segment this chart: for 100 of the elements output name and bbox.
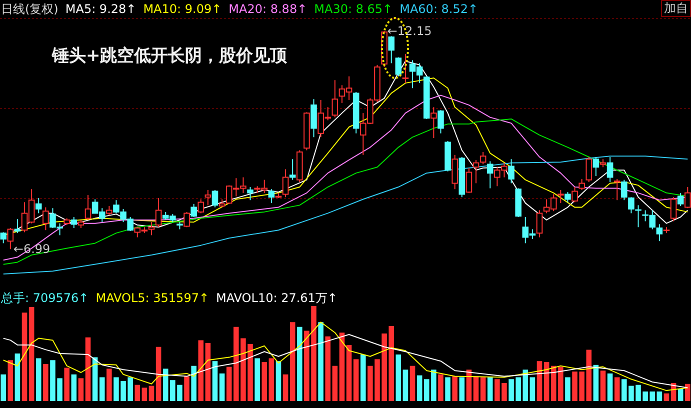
bar: [664, 393, 670, 401]
candlestick: [606, 156, 614, 182]
candlestick: [268, 188, 275, 204]
bar: [565, 377, 570, 401]
bar: [530, 377, 536, 401]
bar: [360, 354, 366, 401]
bar: [0, 374, 6, 401]
candlestick: [84, 194, 92, 220]
bar: [191, 366, 196, 401]
bar: [36, 358, 42, 401]
candlestick: [572, 186, 578, 203]
bar: [184, 376, 190, 401]
bar: [219, 373, 225, 401]
bar: [85, 337, 91, 401]
candlestick: [635, 204, 642, 228]
candlestick: [564, 192, 571, 203]
bar: [198, 340, 204, 401]
text: MAVOL5: 351597↑: [96, 291, 210, 305]
bar: [402, 370, 408, 401]
bar: [262, 362, 268, 401]
bar: [148, 386, 154, 401]
series-label: 总手: 709576↑: [1, 291, 89, 305]
text: MA30: 8.65↑: [314, 2, 393, 16]
candlestick: [628, 196, 634, 214]
candlestick: [402, 53, 409, 84]
candlestick: [592, 156, 600, 177]
annotation: ←12.15: [387, 24, 432, 38]
bar: [268, 358, 274, 401]
candlestick: [438, 110, 444, 134]
text: MA60: 8.52↑: [400, 2, 478, 16]
bar: [99, 377, 105, 401]
text: MA10: 9.09↑: [143, 2, 222, 16]
bar: [438, 374, 444, 401]
bar: [353, 359, 359, 401]
candlestick: [656, 224, 663, 242]
candlestick: [508, 158, 514, 184]
bar: [339, 332, 345, 401]
candlestick: [247, 186, 254, 201]
bar: [64, 368, 70, 401]
bar: [282, 374, 288, 401]
candlestick: [289, 158, 296, 180]
bar: [28, 306, 34, 401]
bar: [480, 377, 486, 401]
candlestick: [614, 178, 620, 201]
candlestick: [198, 198, 204, 214]
candlestick: [70, 216, 78, 228]
candlestick: [106, 206, 112, 216]
annotation: 锤头+跳空低开长阴，股价见顶: [52, 45, 288, 67]
bar: [78, 378, 84, 401]
bar: [318, 322, 324, 401]
bar: [473, 376, 479, 401]
candlestick: [310, 98, 317, 138]
candlestick: [578, 178, 585, 190]
candlestick: [586, 156, 592, 182]
bar: [276, 361, 282, 401]
candlestick: [430, 106, 437, 138]
candlestick: [14, 218, 21, 234]
bar: [445, 377, 450, 401]
bar: [685, 384, 690, 401]
bar: [226, 366, 232, 401]
candlestick: [621, 179, 628, 201]
bar: [614, 377, 620, 401]
bar: [536, 361, 542, 401]
bar: [452, 376, 458, 401]
bar: [254, 358, 260, 401]
bar: [43, 364, 48, 401]
candlestick: [558, 189, 564, 204]
candlestick: [35, 198, 42, 214]
text: MAVOL10: 27.61万↑: [216, 291, 338, 305]
candlestick: [190, 203, 197, 218]
bar: [71, 374, 77, 401]
candlestick: [7, 228, 14, 250]
candlestick: [0, 232, 6, 244]
bar: [8, 360, 14, 401]
candlestick: [42, 206, 49, 231]
candlestick: [466, 168, 472, 194]
bar: [290, 322, 296, 401]
candlestick: [395, 56, 402, 77]
candlestick: [486, 160, 494, 189]
bar: [134, 384, 140, 401]
bar: [106, 368, 112, 401]
candlestick: [282, 168, 289, 198]
bar: [678, 388, 684, 401]
bar: [297, 326, 302, 401]
bar: [346, 344, 352, 401]
text: MA20: 8.88↑: [228, 2, 308, 16]
candlestick: [670, 196, 677, 222]
bar: [544, 362, 550, 401]
bar: [600, 370, 606, 401]
bar: [325, 336, 331, 401]
bar: [205, 343, 211, 401]
candlestick: [472, 159, 480, 184]
bar: [332, 366, 338, 401]
bar: [22, 312, 28, 401]
candlestick: [204, 189, 212, 206]
text: 加自: [661, 0, 691, 17]
candlestick: [677, 192, 684, 207]
bar: [656, 392, 662, 401]
bar: [142, 388, 148, 401]
bar: [410, 366, 416, 401]
